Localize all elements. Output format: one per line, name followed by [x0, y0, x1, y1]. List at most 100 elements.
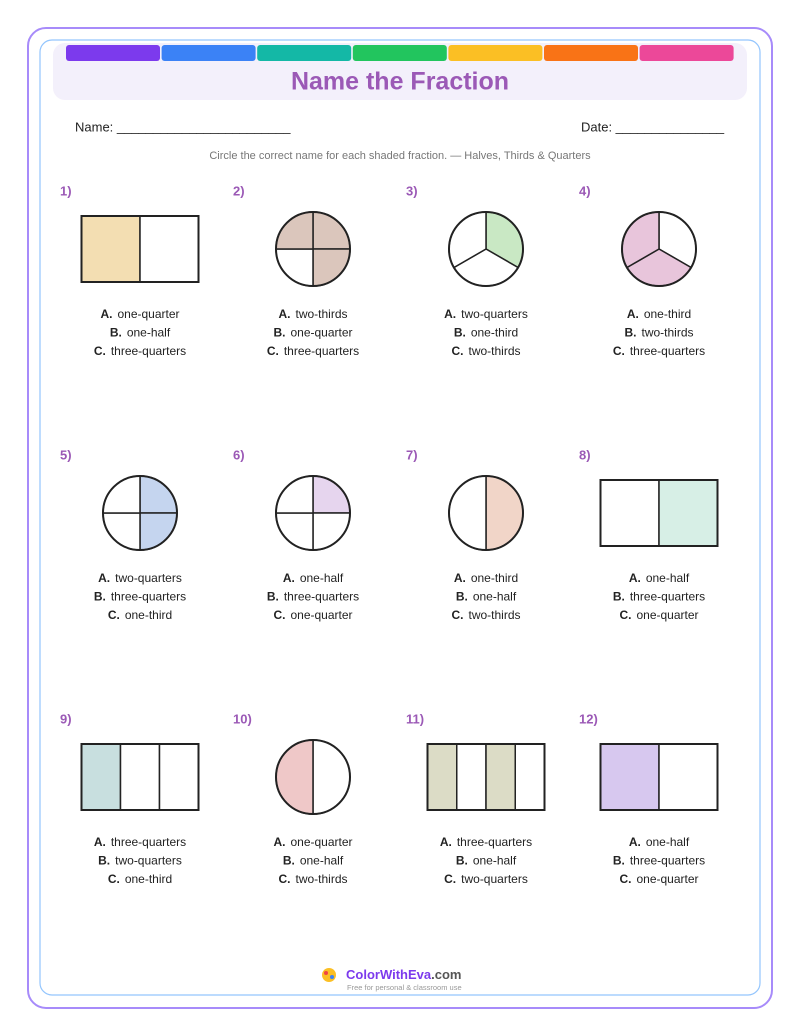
option-letter: C. [108, 872, 120, 886]
answer-option: B. one-half [456, 590, 517, 604]
fraction-part [158, 743, 200, 811]
shape-outline [275, 739, 351, 815]
title: Name the Fraction [291, 68, 509, 96]
name-field: Name: ________________________ [75, 119, 291, 134]
fraction-part [426, 743, 458, 811]
option-text: one-third [471, 326, 518, 340]
fraction-shape [448, 211, 524, 287]
answer-option: C. three-quarters [94, 344, 186, 358]
date-field: Date: _______________ [581, 119, 725, 134]
option-letter: B. [267, 590, 279, 604]
option-letter: A. [454, 571, 466, 585]
fraction-shape [599, 479, 719, 547]
stripe [257, 45, 352, 61]
problem-number: 12) [579, 711, 598, 726]
problem-number: 7) [406, 447, 418, 462]
option-letter: C. [619, 608, 631, 622]
footer: ColorWithEva.com Free for personal & cla… [322, 967, 462, 992]
fraction-shape [102, 475, 178, 551]
option-text: one-half [473, 854, 517, 868]
fraction-shape [426, 743, 546, 811]
answer-option: C. three-quarters [613, 344, 705, 358]
answer-option: C. one-third [108, 872, 172, 886]
option-text: one-half [646, 835, 690, 849]
answer-option: C. three-quarters [267, 344, 359, 358]
fraction-shape [275, 211, 351, 287]
option-letter: C. [619, 872, 631, 886]
outer-border [27, 27, 773, 1009]
problem-number: 3) [406, 183, 418, 198]
option-text: three-quarters [111, 590, 186, 604]
option-text: two-quarters [115, 854, 182, 868]
problem: 8) A. one-half B. three-quarters C. one-quarte… [579, 447, 719, 622]
fraction-shape [80, 743, 200, 811]
option-text: two-quarters [115, 571, 182, 585]
problem-number: 4) [579, 183, 591, 198]
answer-option: C. two-thirds [451, 608, 520, 622]
problem: 5) A. two-quarters B. three-quarters C. one-th… [60, 447, 186, 622]
shape-outline [80, 215, 200, 283]
option-text: two-thirds [295, 872, 347, 886]
fraction-part [119, 743, 161, 811]
answer-option: A. one-third [627, 307, 691, 321]
option-text: two-quarters [461, 307, 528, 321]
problem: 11) A. three-quarters B. one-half C. two-quart… [406, 711, 546, 886]
answer-option: A. three-quarters [440, 835, 532, 849]
option-text: two-thirds [468, 344, 520, 358]
option-text: three-quarters [457, 835, 532, 849]
fraction-shape [80, 215, 200, 283]
answer-option: B. one-third [454, 326, 518, 340]
option-text: one-half [646, 571, 690, 585]
answer-option: A. two-quarters [98, 571, 182, 585]
inner-border [39, 39, 761, 996]
fraction-part [456, 743, 487, 811]
answer-option: A. one-half [283, 571, 344, 585]
color-stripes [66, 45, 734, 61]
answer-option: B. one-half [110, 326, 171, 340]
problem: 2) A. two-thirds B. one-quarter C. three-quart… [233, 183, 359, 358]
problem-number: 10) [233, 711, 252, 726]
option-letter: A. [444, 307, 456, 321]
option-letter: C. [278, 872, 290, 886]
answer-option: B. one-half [283, 854, 344, 868]
option-letter: B. [94, 590, 106, 604]
answer-option: A. two-quarters [444, 307, 528, 321]
option-text: one-third [471, 571, 518, 585]
answer-option: B. one-half [456, 854, 517, 868]
logo-dot [324, 971, 328, 975]
problem-number: 1) [60, 183, 72, 198]
option-text: one-half [127, 326, 171, 340]
answer-option: A. two-thirds [278, 307, 347, 321]
problem: 4) A. one-third B. two-thirds C. three-quarter… [579, 183, 705, 358]
option-text: one-quarter [636, 608, 698, 622]
fraction-shape [448, 475, 524, 551]
fraction-part [658, 479, 719, 547]
option-text: one-quarter [290, 835, 352, 849]
brand-domain: .com [431, 967, 461, 982]
option-text: one-half [300, 854, 344, 868]
fraction-shape [621, 211, 697, 287]
stripe [66, 45, 160, 61]
option-text: two-thirds [468, 608, 520, 622]
logo-dot [330, 975, 334, 979]
option-letter: A. [278, 307, 290, 321]
problem-number: 11) [406, 711, 424, 726]
answer-option: A. three-quarters [94, 835, 186, 849]
shape-outline [275, 475, 351, 551]
fraction-shape [275, 475, 351, 551]
option-letter: A. [629, 835, 641, 849]
stripe [639, 45, 734, 61]
shape-outline [426, 743, 546, 811]
option-text: two-thirds [641, 326, 693, 340]
brand-name: ColorWithEva [346, 967, 432, 982]
option-letter: A. [273, 835, 285, 849]
option-text: one-quarter [290, 326, 352, 340]
stripe [448, 45, 543, 61]
option-text: three-quarters [284, 344, 359, 358]
fraction-part [80, 215, 141, 283]
stripe [544, 45, 638, 61]
fraction-shape [275, 739, 351, 815]
option-text: three-quarters [630, 590, 705, 604]
